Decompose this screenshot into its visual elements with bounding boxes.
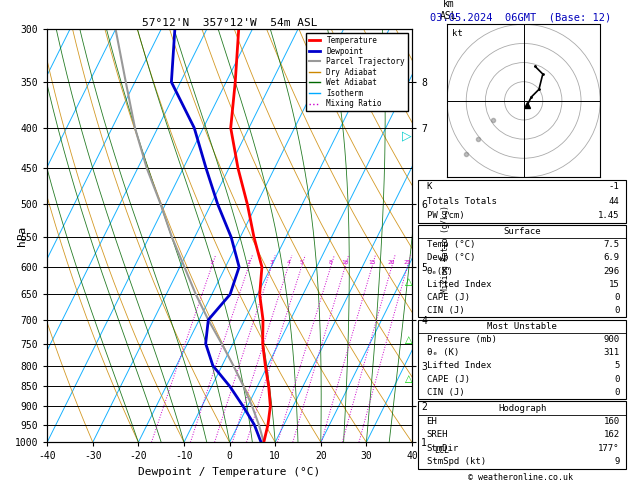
Text: 1.45: 1.45 <box>598 211 620 220</box>
Text: 1: 1 <box>209 260 213 265</box>
Text: 311: 311 <box>603 348 620 357</box>
Text: 15: 15 <box>368 260 376 265</box>
Text: kt: kt <box>452 29 462 38</box>
Text: 25: 25 <box>404 260 411 265</box>
Text: 9: 9 <box>615 457 620 466</box>
Text: 44: 44 <box>609 197 620 206</box>
Text: 0: 0 <box>615 306 620 315</box>
Text: Lifted Index: Lifted Index <box>426 280 491 289</box>
Title: 57°12'N  357°12'W  54m ASL: 57°12'N 357°12'W 54m ASL <box>142 18 318 28</box>
Text: Totals Totals: Totals Totals <box>426 197 496 206</box>
Text: km
ASL: km ASL <box>440 0 457 21</box>
Text: PW (cm): PW (cm) <box>426 211 464 220</box>
Text: CAPE (J): CAPE (J) <box>426 293 470 302</box>
Text: Hodograph: Hodograph <box>498 404 546 413</box>
X-axis label: Dewpoint / Temperature (°C): Dewpoint / Temperature (°C) <box>138 467 321 477</box>
Text: CIN (J): CIN (J) <box>426 388 464 397</box>
Text: △: △ <box>404 335 412 345</box>
Text: 03.05.2024  06GMT  (Base: 12): 03.05.2024 06GMT (Base: 12) <box>430 12 611 22</box>
Text: Pressure (mb): Pressure (mb) <box>426 335 496 344</box>
Text: LCL: LCL <box>433 446 448 455</box>
Text: 0: 0 <box>615 388 620 397</box>
Text: 5: 5 <box>615 362 620 370</box>
Text: 5: 5 <box>299 260 303 265</box>
Text: CIN (J): CIN (J) <box>426 306 464 315</box>
Text: K: K <box>426 182 432 191</box>
Text: 8: 8 <box>329 260 333 265</box>
Text: 4: 4 <box>286 260 290 265</box>
Text: △: △ <box>404 277 412 287</box>
Text: 0: 0 <box>615 375 620 384</box>
Text: © weatheronline.co.uk: © weatheronline.co.uk <box>468 473 573 482</box>
Text: SREH: SREH <box>426 431 448 439</box>
Text: 6.9: 6.9 <box>603 254 620 262</box>
Text: -1: -1 <box>609 182 620 191</box>
Text: θₑ (K): θₑ (K) <box>426 348 459 357</box>
Text: 20: 20 <box>388 260 396 265</box>
Text: Mixing Ratio (g/kg): Mixing Ratio (g/kg) <box>441 206 450 294</box>
Text: Temp (°C): Temp (°C) <box>426 240 475 249</box>
Text: 15: 15 <box>609 280 620 289</box>
Text: △: △ <box>404 374 412 384</box>
Text: StmSpd (kt): StmSpd (kt) <box>426 457 486 466</box>
Text: 160: 160 <box>603 417 620 426</box>
Text: Most Unstable: Most Unstable <box>487 322 557 331</box>
Text: Surface: Surface <box>503 227 541 236</box>
Text: EH: EH <box>426 417 437 426</box>
Text: 10: 10 <box>342 260 349 265</box>
Text: 3: 3 <box>269 260 273 265</box>
Text: 900: 900 <box>603 335 620 344</box>
Text: ▷: ▷ <box>403 130 412 142</box>
Text: 162: 162 <box>603 431 620 439</box>
Text: 296: 296 <box>603 267 620 276</box>
Text: θₑ(K): θₑ(K) <box>426 267 454 276</box>
Text: CAPE (J): CAPE (J) <box>426 375 470 384</box>
Text: StmDir: StmDir <box>426 444 459 453</box>
Legend: Temperature, Dewpoint, Parcel Trajectory, Dry Adiabat, Wet Adiabat, Isotherm, Mi: Temperature, Dewpoint, Parcel Trajectory… <box>306 33 408 111</box>
Text: 7.5: 7.5 <box>603 240 620 249</box>
Text: 177°: 177° <box>598 444 620 453</box>
Text: hPa: hPa <box>16 226 26 246</box>
Text: 2: 2 <box>247 260 250 265</box>
Text: Dewp (°C): Dewp (°C) <box>426 254 475 262</box>
Text: Lifted Index: Lifted Index <box>426 362 491 370</box>
Text: 0: 0 <box>615 293 620 302</box>
